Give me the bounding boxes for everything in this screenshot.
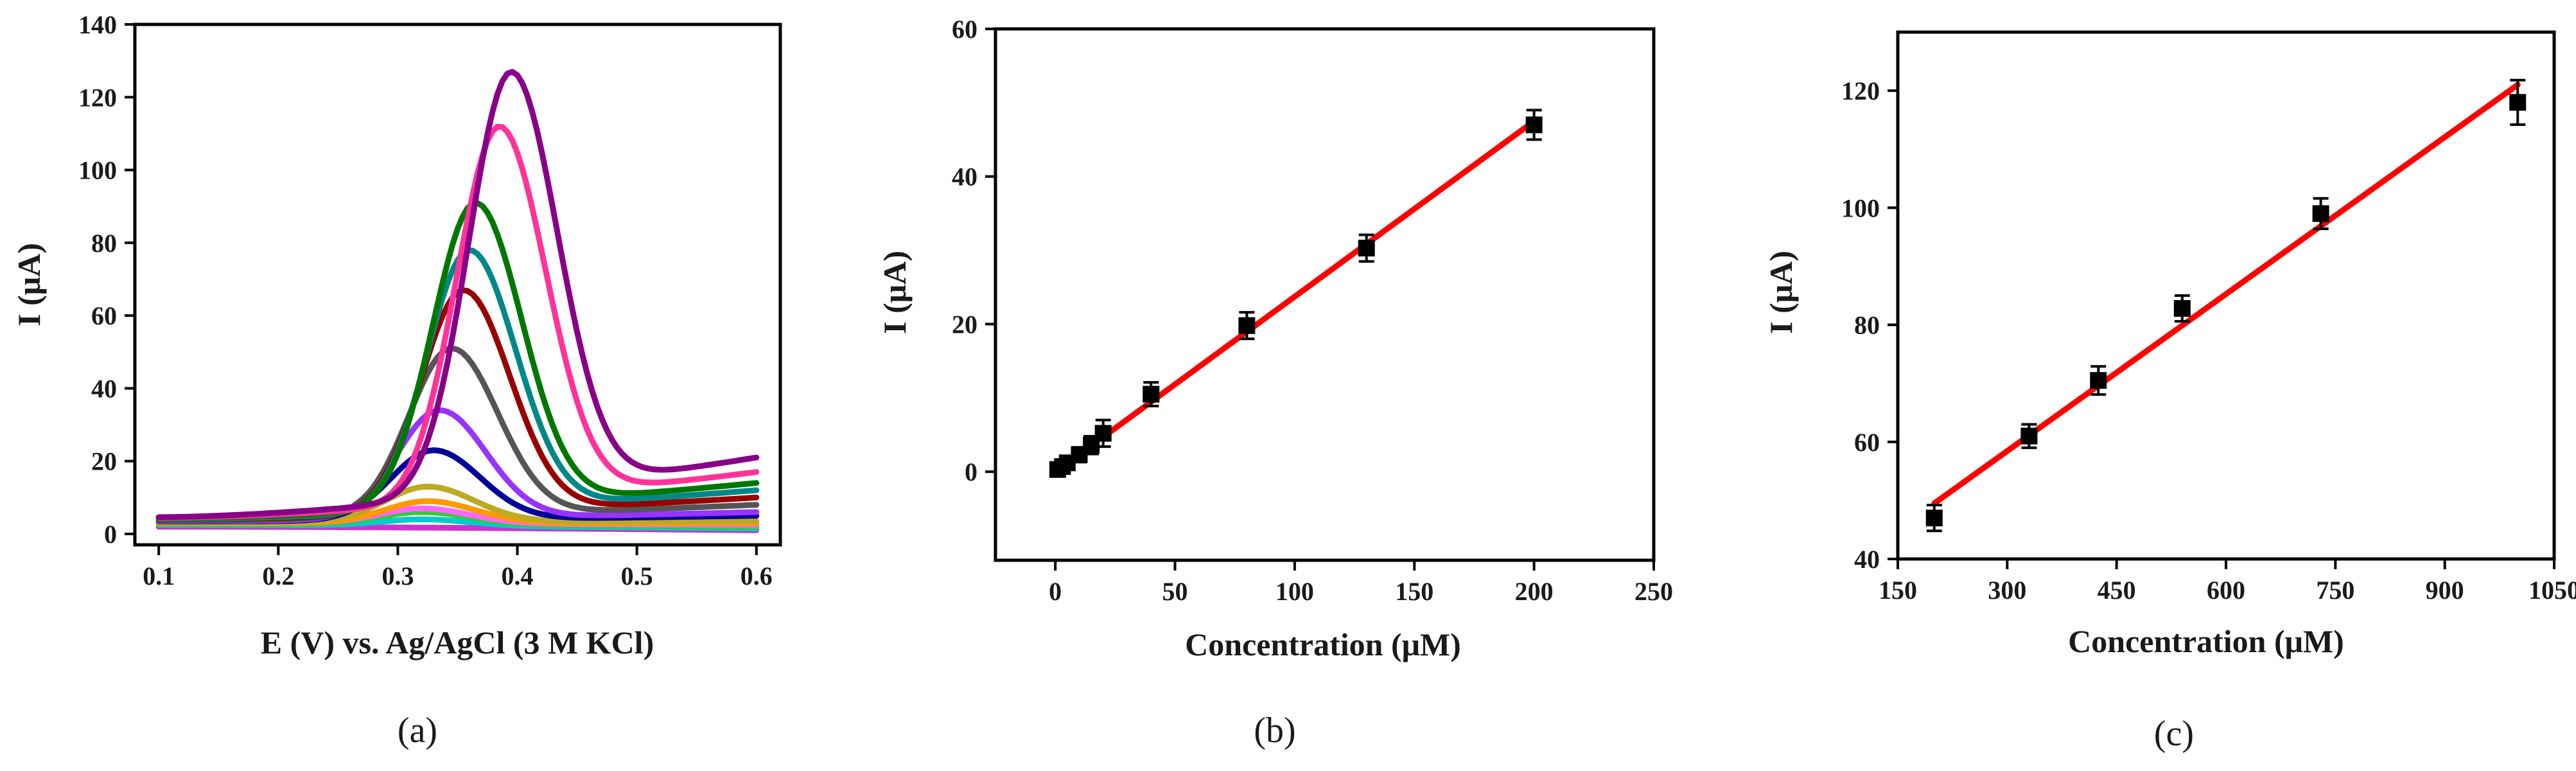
panel-a-y-axis-title: I (μA) xyxy=(11,243,47,326)
panel-b-caption-close: ) xyxy=(1284,711,1296,750)
panel-c-y-tick-label: 120 xyxy=(1841,76,1880,105)
panel-c-marks xyxy=(1925,78,2527,533)
panel-a-y-tick-label: 20 xyxy=(91,447,117,476)
panel-b-y-tick-label: 40 xyxy=(952,163,977,191)
panel-c-y-tick-label: 80 xyxy=(1854,311,1880,340)
panel-b-marks xyxy=(1049,109,1543,478)
panel-a-plot-frame xyxy=(133,22,782,547)
panel-a-x-tick-label: 0.1 xyxy=(143,562,175,590)
panel-a-caption-close: ) xyxy=(425,711,437,750)
panel-c-caption-letter: c xyxy=(2166,714,2182,754)
panel-b-x-axis-title: Concentration (μM) xyxy=(1185,626,1461,662)
panel-b-y-axis-title: I (μA) xyxy=(877,251,913,334)
panel-a-marks xyxy=(155,69,760,533)
panel-b-caption: (b) xyxy=(1254,711,1295,750)
panel-b-x-tick-label: 0 xyxy=(1049,577,1062,606)
panel-c-caption-close: ) xyxy=(2182,714,2194,754)
panel-b-data-point xyxy=(1238,317,1256,334)
panel-a-y-tick-label: 0 xyxy=(104,520,117,549)
panel-c-y-tick-label: 100 xyxy=(1841,193,1880,222)
panel-a-series-line xyxy=(155,287,760,523)
panel-a-x-tick-label: 0.3 xyxy=(381,562,414,590)
panel-a-x-tick-label: 0.5 xyxy=(621,562,653,590)
panel-b-data-point xyxy=(1143,386,1160,403)
panel-a: 0.1 0.2 0.3 0.4 0.5 0.6 0 20 40 60 80 100 120 140 E (… xyxy=(11,10,782,750)
panel-b-data-point xyxy=(1525,116,1543,134)
panel-c-y-axis-title: I (μA) xyxy=(1763,251,1799,334)
panel-c-y-tick-label: 60 xyxy=(1854,428,1880,457)
panel-c-x-axis-title: Concentration (μM) xyxy=(2068,623,2344,659)
panel-b-ticks: 0 50 100 150 200 250 0 20 40 60 xyxy=(952,15,1673,606)
panel-a-x-tick-label: 0.4 xyxy=(502,562,534,590)
panel-b-plot-frame xyxy=(994,27,1656,562)
panel-b-caption-letter: b xyxy=(1266,711,1284,750)
panel-b-x-tick-label: 150 xyxy=(1395,577,1433,606)
panel-a-y-tick-label: 140 xyxy=(78,10,117,39)
panel-c-caption: (c) xyxy=(2154,714,2194,754)
panel-b-y-tick-label: 60 xyxy=(952,15,977,44)
panel-c-x-tick-label: 600 xyxy=(2207,576,2245,605)
panel-c-x-tick-label: 900 xyxy=(2426,576,2464,605)
panel-b-x-tick-label: 250 xyxy=(1634,577,1673,606)
panel-c-data-point xyxy=(2020,427,2038,445)
panel-c-x-tick-label: 150 xyxy=(1879,576,1917,605)
panel-b-y-tick-label: 20 xyxy=(952,310,977,339)
panel-a-x-tick-label: 0.6 xyxy=(740,562,773,590)
panel-a-y-tick-label: 100 xyxy=(78,156,117,185)
panel-c-data-point xyxy=(1925,510,1943,527)
panel-c-data-point xyxy=(2509,94,2527,111)
panel-c-x-tick-label: 300 xyxy=(1988,576,2026,605)
panel-a-y-tick-label: 40 xyxy=(91,374,117,403)
panel-a-x-axis-title: E (V) vs. Ag/AgCl (3 M KCl) xyxy=(261,625,654,660)
panel-b: 0 50 100 150 200 250 0 20 40 60 Concentration (μM… xyxy=(877,15,1673,750)
panel-b-data-point xyxy=(1094,425,1112,442)
panel-a-x-tick-label: 0.2 xyxy=(262,562,294,590)
panel-c-x-tick-label: 750 xyxy=(2316,576,2354,605)
panel-b-fit-line xyxy=(1100,118,1538,440)
panel-b-x-tick-label: 200 xyxy=(1515,577,1554,606)
panel-a-ticks: 0.1 0.2 0.3 0.4 0.5 0.6 0 20 40 60 80 100 120 140 xyxy=(78,10,773,590)
panel-b-x-tick-label: 100 xyxy=(1275,577,1314,606)
panel-c-caption-open: ( xyxy=(2154,714,2166,754)
panel-a-y-tick-label: 60 xyxy=(91,301,117,330)
panel-a-caption-letter: a xyxy=(410,711,426,750)
panel-c-data-point xyxy=(2312,205,2329,222)
panel-c-data-point xyxy=(2090,372,2107,389)
panel-c-ticks: 150 300 450 600 750 900 1050 40 60 80 100 120 xyxy=(1841,76,2576,605)
panel-c: 150 300 450 600 750 900 1050 40 60 80 100 120 Conce… xyxy=(1763,30,2576,754)
panel-a-caption-open: ( xyxy=(398,711,410,750)
panel-b-caption-open: ( xyxy=(1254,711,1266,750)
panel-c-x-tick-label: 450 xyxy=(2098,576,2136,605)
panel-a-y-tick-label: 120 xyxy=(78,83,117,112)
panel-c-y-tick-label: 40 xyxy=(1854,545,1880,574)
panel-c-data-point xyxy=(2173,300,2191,317)
panel-c-x-tick-label: 1050 xyxy=(2528,576,2576,605)
panel-a-series-line xyxy=(155,69,760,520)
panel-b-data-point xyxy=(1358,240,1375,257)
panel-a-y-tick-label: 80 xyxy=(91,229,117,258)
panel-b-x-tick-label: 50 xyxy=(1162,577,1188,606)
panel-a-caption: (a) xyxy=(398,711,437,750)
panel-b-y-tick-label: 0 xyxy=(965,457,977,486)
